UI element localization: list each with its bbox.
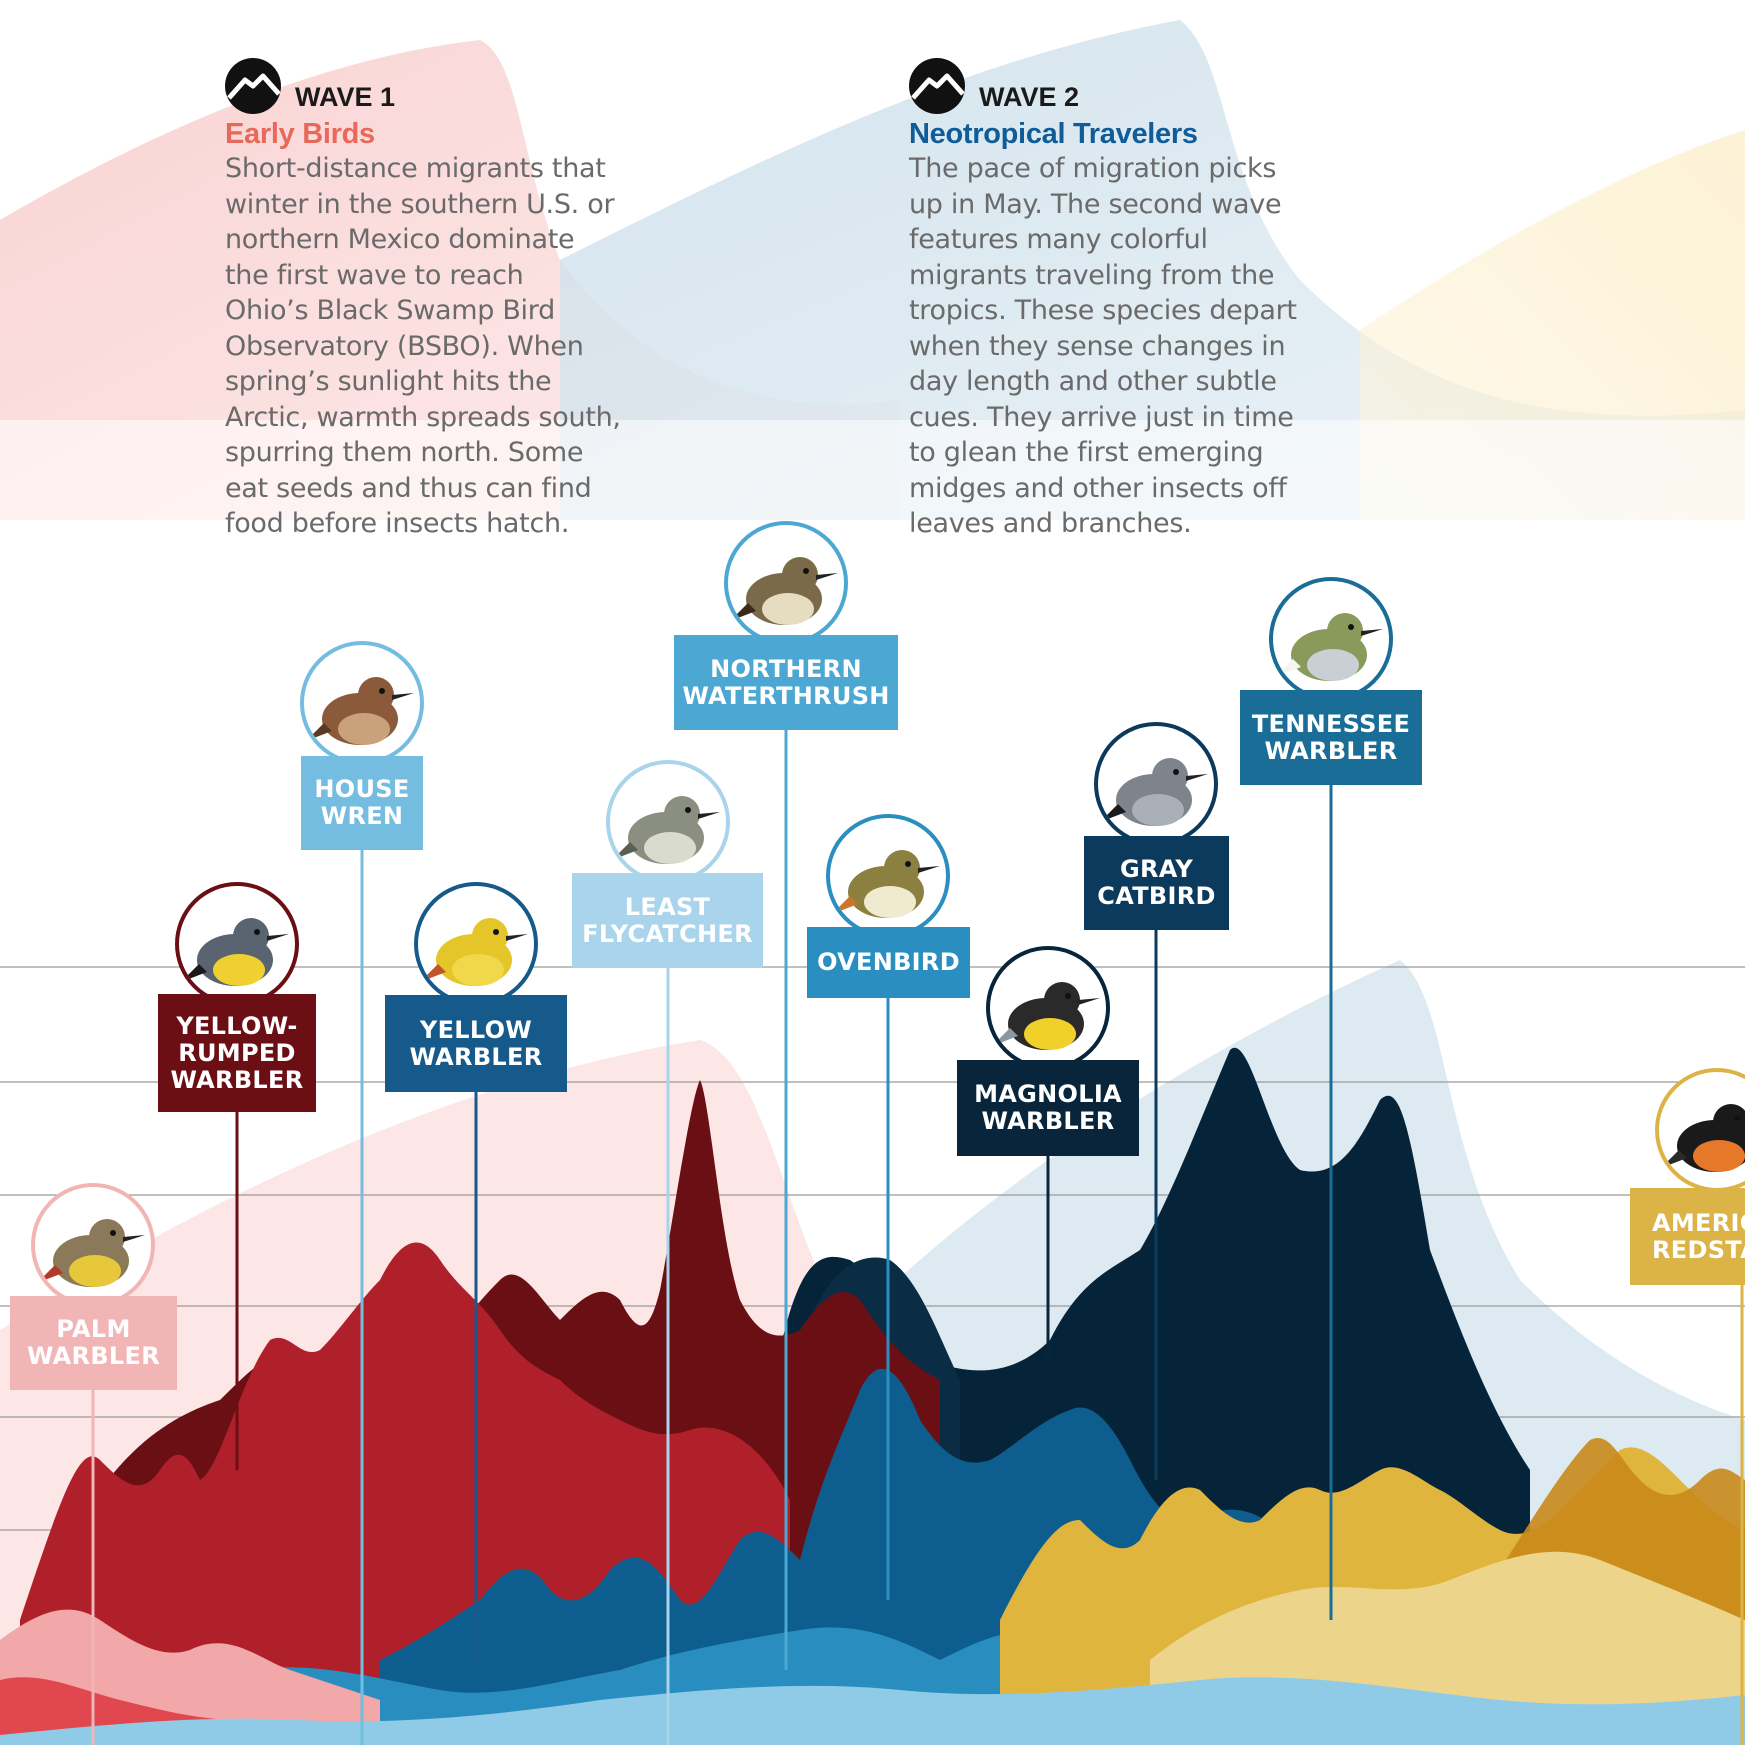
yellow-warbler-portrait <box>414 882 538 1006</box>
wave-1-body: Short-distance migrants that winter in t… <box>225 151 645 542</box>
bird-icon <box>1275 613 1383 681</box>
least-flycatcher-label: LEAST FLYCATCHER <box>572 873 763 968</box>
bird-icon <box>181 918 289 986</box>
ovenbird-portrait <box>826 814 950 938</box>
yellow-rumped-warbler-label: YELLOW- RUMPED WARBLER <box>158 994 316 1112</box>
least-flycatcher-portrait <box>606 760 730 884</box>
wave-2-line: leaves and branches. <box>909 508 1192 539</box>
ovenbird-label-line: OVENBIRD <box>817 948 960 976</box>
bird-icon <box>1661 1104 1745 1172</box>
ovenbird-label: OVENBIRD <box>807 927 970 998</box>
wave-1-label: WAVE 1 <box>295 81 396 112</box>
wave-1-line: spring’s sunlight hits the <box>225 366 552 397</box>
wave-2-line: tropics. These species depart <box>909 295 1297 326</box>
wave-1-line: Ohio’s Black Swamp Bird <box>225 295 555 326</box>
bird-icon <box>992 982 1100 1050</box>
bird-icon <box>612 796 720 864</box>
northern-waterthrush-label: NORTHERN WATERTHRUSH <box>674 635 898 730</box>
least-flycatcher-label-line: LEAST <box>624 892 711 921</box>
yellow-warbler-label: YELLOW WARBLER <box>385 995 567 1092</box>
american-redstart-label-line: AMERIC <box>1652 1208 1745 1237</box>
wave-1-line: Observatory (BSBO). When <box>225 330 584 362</box>
wave-1-line: food before insects hatch. <box>225 508 570 539</box>
northern-waterthrush-label-line: WATERTHRUSH <box>682 681 890 710</box>
wave-1-header: WAVE 1 <box>225 58 645 114</box>
yellow-rumped-warbler-label-line: WARBLER <box>170 1065 304 1094</box>
bird-icon <box>420 918 528 986</box>
bird-icon <box>730 557 838 625</box>
gray-catbird-label: GRAY CATBIRD <box>1084 836 1229 930</box>
mountain-icon <box>225 58 281 114</box>
wave-1-line: northern Mexico dominate <box>225 224 575 255</box>
wave-2-line: features many colorful <box>909 224 1208 255</box>
northern-waterthrush-label-line: NORTHERN <box>710 654 862 683</box>
wave-2-line: The pace of migration picks <box>909 153 1277 184</box>
wave-1-line: the first wave to reach <box>225 259 524 291</box>
wave-2-line: up in May. The second wave <box>909 188 1282 220</box>
tennessee-warbler-label-line: WARBLER <box>1264 736 1398 765</box>
yellow-rumped-warbler-portrait <box>175 882 299 1006</box>
mountain-icon <box>909 58 965 114</box>
wave-2-block: WAVE 2 Neotropical Travelers The pace of… <box>909 58 1329 542</box>
wave-1-subtitle: Early Birds <box>225 118 375 150</box>
yellow-rumped-warbler-label-line: YELLOW- <box>176 1011 298 1040</box>
wave-2-line: migrants traveling from the <box>909 259 1275 291</box>
yellow-warbler-label-line: YELLOW <box>419 1015 533 1044</box>
wave-2-line: cues. They arrive just in time <box>909 401 1294 433</box>
american-redstart-label-line: REDSTA <box>1652 1235 1745 1264</box>
tennessee-warbler-label-line: TENNESSEE <box>1251 709 1411 738</box>
yellow-warbler-label-line: WARBLER <box>409 1042 543 1071</box>
house-wren-label-line: HOUSE <box>314 775 410 803</box>
american-redstart-label: AMERICREDSTA <box>1630 1188 1745 1285</box>
gray-catbird-label-line: CATBIRD <box>1097 882 1216 910</box>
label-stems <box>91 730 1744 1745</box>
bird-icon <box>1100 758 1208 826</box>
wave-2-line: day length and other subtle <box>909 366 1277 397</box>
wave-2-label: WAVE 2 <box>979 81 1080 112</box>
house-wren-label: HOUSE WREN <box>301 756 423 850</box>
wave-2-subtitle: Neotropical Travelers <box>909 118 1198 150</box>
magnolia-warbler-label-line: MAGNOLIA <box>974 1080 1122 1108</box>
american-redstart-portrait <box>1655 1068 1745 1192</box>
wave-1-line: winter in the southern U.S. or <box>225 188 615 220</box>
stream-lightblue <box>0 1677 1745 1745</box>
wave-2-line: when they sense changes in <box>909 330 1286 362</box>
gray-catbird-label-line: GRAY <box>1119 855 1194 883</box>
magnolia-warbler-portrait <box>986 946 1110 1070</box>
house-wren-label-line: WREN <box>320 802 404 830</box>
magnolia-warbler-label: MAGNOLIA WARBLER <box>957 1060 1139 1156</box>
least-flycatcher-label-line: FLYCATCHER <box>582 919 753 948</box>
wave-2-line: midges and other insects off <box>909 472 1287 504</box>
wave-1-line: Short-distance migrants that <box>225 153 606 184</box>
bird-icon <box>37 1219 145 1287</box>
yellow-rumped-warbler-label-line: RUMPED <box>178 1038 296 1067</box>
wave-1-line: spurring them north. Some <box>225 437 584 468</box>
bird-icon <box>832 850 940 918</box>
palm-warbler-portrait <box>31 1183 155 1307</box>
wave-2-header: WAVE 2 <box>909 58 1329 114</box>
wave-1-line: Arctic, warmth spreads south, <box>225 401 621 433</box>
wave-2-line: to glean the first emerging <box>909 437 1264 468</box>
bird-icon <box>306 677 414 745</box>
wave-1-line: eat seeds and thus can find <box>225 472 592 504</box>
palm-warbler-label: PALM WARBLER <box>10 1296 177 1390</box>
house-wren-portrait <box>300 641 424 765</box>
palm-warbler-label-line: PALM <box>56 1315 131 1343</box>
gray-catbird-portrait <box>1094 722 1218 846</box>
wave-1-block: WAVE 1 Early Birds Short-distance migran… <box>225 58 645 542</box>
tennessee-warbler-portrait <box>1269 577 1393 701</box>
magnolia-warbler-label-line: WARBLER <box>981 1107 1115 1135</box>
northern-waterthrush-portrait <box>724 521 848 645</box>
tennessee-warbler-label: TENNESSEE WARBLER <box>1240 690 1422 785</box>
palm-warbler-label-line: WARBLER <box>26 1342 160 1370</box>
wave-2-body: The pace of migration picks up in May. T… <box>909 151 1329 542</box>
